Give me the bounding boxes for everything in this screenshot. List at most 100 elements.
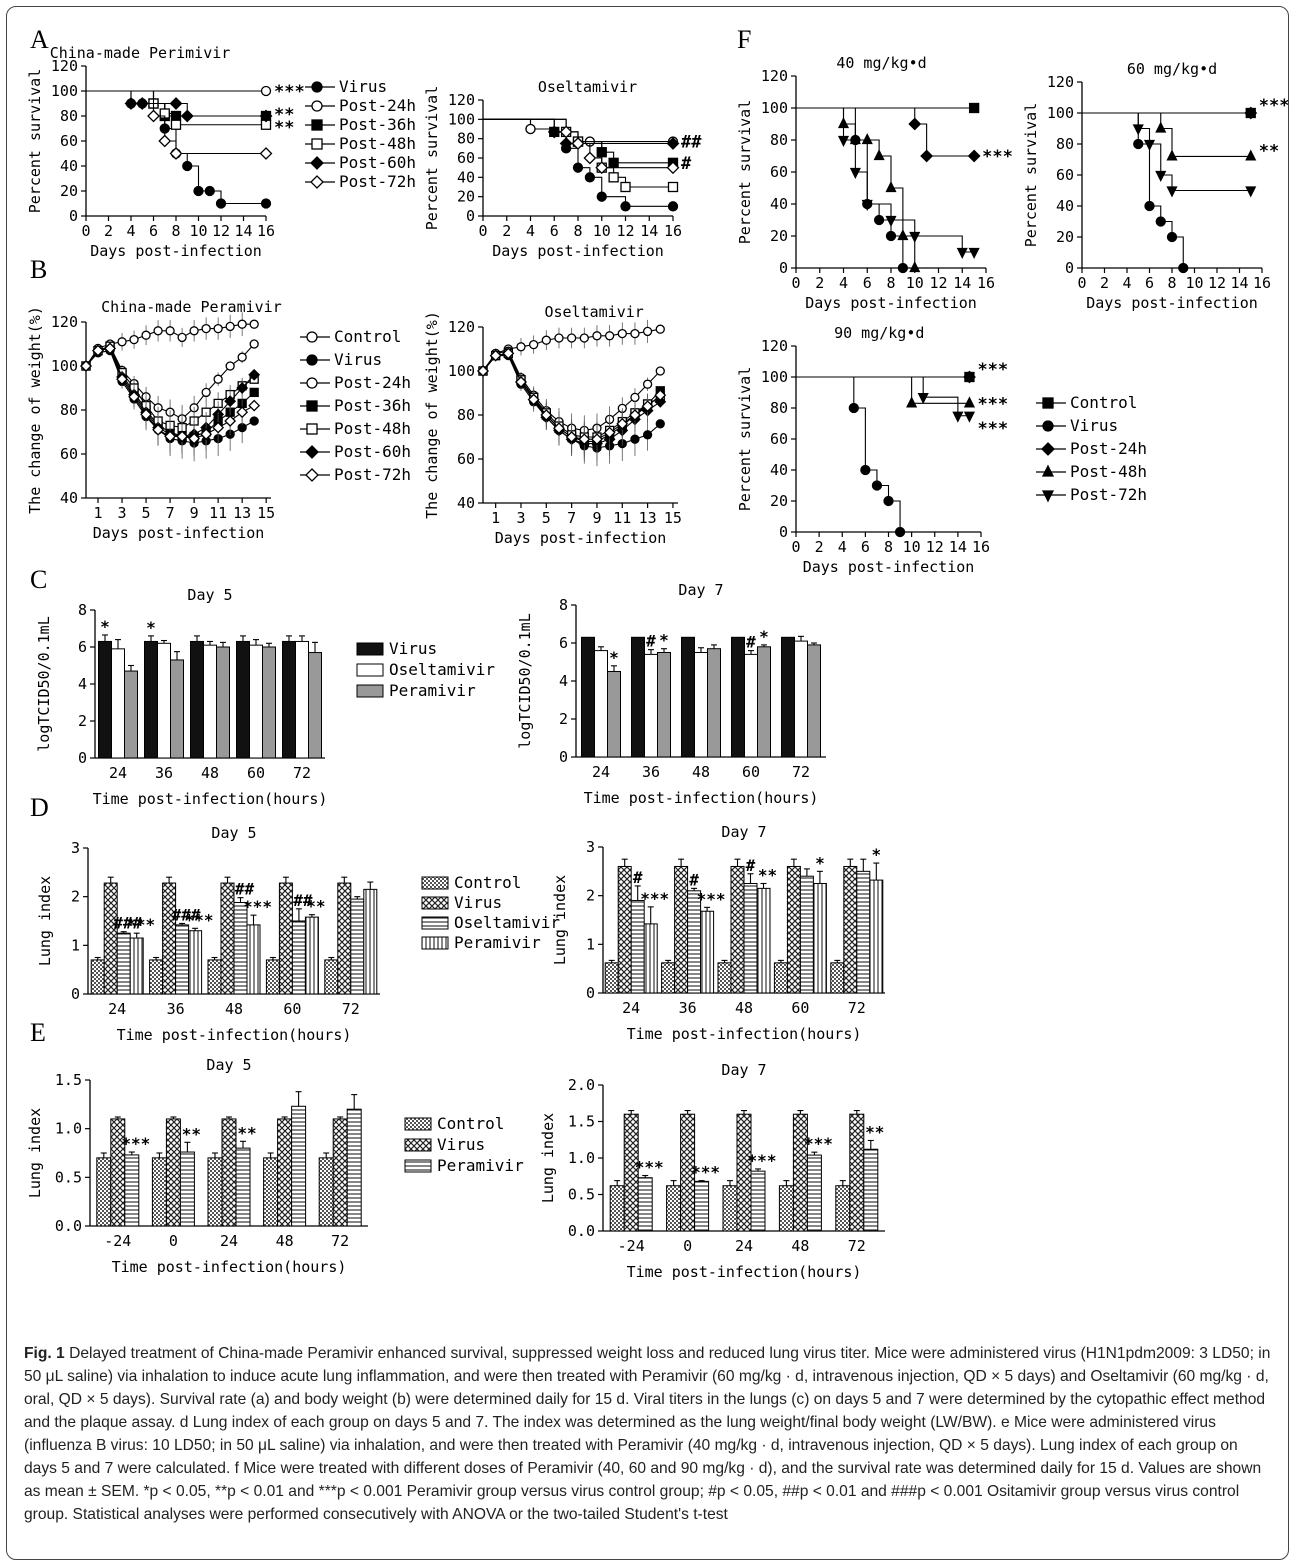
- circle-filled-marker: [655, 419, 665, 429]
- circle-open-marker: [642, 379, 653, 389]
- triangle-down-marker: [849, 167, 861, 179]
- bar: [235, 1147, 251, 1227]
- y-tick-label: 100: [761, 368, 788, 386]
- panel-letter: E: [30, 1018, 46, 1047]
- diamond-open-marker: [212, 421, 225, 434]
- y-tick-label: 0: [586, 984, 595, 1002]
- bar: [707, 648, 721, 758]
- y-axis-label: Lung index: [26, 1108, 44, 1198]
- bar: [203, 644, 217, 759]
- y-tick-label: 20: [1056, 228, 1074, 246]
- circle-filled-marker: [620, 201, 631, 212]
- x-tick-label: 2: [815, 274, 824, 292]
- y-axis-label: Percent survival: [26, 69, 44, 214]
- x-tick-label: 48: [276, 1232, 294, 1250]
- y-tick-label: 60: [1056, 166, 1074, 184]
- x-tick-label: 0: [169, 1232, 178, 1250]
- bar: [221, 1118, 237, 1227]
- significance-label: ***: [635, 1158, 664, 1177]
- circle-open-marker: [642, 326, 653, 337]
- triangle-down-marker: [1166, 186, 1178, 198]
- chart-title: China-made Perimivir: [50, 44, 231, 62]
- legend-label: Virus: [1070, 416, 1118, 435]
- bar: [743, 883, 758, 994]
- bar: [694, 652, 708, 758]
- bar: [165, 1118, 181, 1227]
- triangle-up-marker: [885, 181, 897, 193]
- y-tick-label: 6: [559, 634, 568, 652]
- y-tick-label: 4: [78, 675, 87, 693]
- x-tick-label: 16: [664, 222, 682, 240]
- diamond-open-marker: [169, 147, 183, 160]
- legend-label: Peramivir: [437, 1156, 524, 1175]
- significance-label: #: [746, 856, 756, 875]
- bar: [124, 1154, 140, 1227]
- bar: [332, 1118, 348, 1227]
- bar: [277, 1118, 293, 1227]
- diamond-filled-marker: [908, 117, 922, 131]
- diamond-filled-marker: [236, 382, 249, 394]
- legend-label: Peramivir: [389, 681, 476, 700]
- x-tick-label: 15: [257, 504, 275, 522]
- caption-text: Delayed treatment of China-made Peramivi…: [24, 1345, 1271, 1523]
- chart-D: 0 1 2 3 Day 5 Lung index Time post-infection(h…: [36, 824, 380, 1044]
- diamond-open-marker: [540, 409, 553, 421]
- y-tick-label: 100: [51, 82, 78, 100]
- diamond-open-marker: [477, 365, 489, 377]
- significance-label: ***: [126, 915, 155, 934]
- circle-open-marker: [516, 342, 526, 352]
- x-tick-label: 72: [848, 1237, 866, 1255]
- diamond-filled-marker: [124, 97, 138, 110]
- significance-label: ***: [977, 394, 1008, 414]
- y-tick-label: 100: [761, 99, 788, 117]
- significance-label: **: [306, 897, 325, 916]
- y-tick-label: 40: [60, 489, 78, 507]
- y-tick-label: 0: [559, 748, 568, 766]
- diamond-open-marker: [603, 426, 616, 439]
- y-axis-label: Percent survival: [736, 367, 754, 512]
- bar: [812, 883, 827, 994]
- circle-open-marker: [225, 321, 235, 332]
- legend-label: Virus: [389, 639, 437, 658]
- bar: [799, 875, 814, 994]
- circle-filled-marker: [215, 198, 227, 209]
- bar: [278, 882, 293, 995]
- circle-open-marker: [604, 331, 615, 341]
- bar: [149, 959, 164, 995]
- bar: [295, 640, 309, 759]
- bar: [644, 653, 658, 758]
- x-tick-label: 6: [550, 222, 559, 240]
- x-tick-label: 12: [1208, 274, 1226, 292]
- bar: [617, 865, 632, 994]
- panel-letter: F: [737, 25, 751, 54]
- y-tick-label: 8: [78, 601, 87, 619]
- x-tick-label: 2: [104, 222, 113, 240]
- bar: [643, 923, 658, 994]
- diamond-open-marker: [553, 422, 565, 435]
- diamond-filled-marker: [654, 395, 667, 408]
- diamond-filled-marker: [559, 137, 573, 150]
- x-tick-label: 10: [189, 222, 207, 240]
- circle-open-marker: [306, 331, 318, 343]
- triangle-up-marker: [873, 149, 885, 161]
- x-axis-label: Time post-infection(hours): [627, 1263, 862, 1281]
- legend-label: Post-36h: [334, 396, 411, 415]
- circle-filled-marker: [894, 526, 906, 538]
- y-tick-label: 0: [779, 523, 788, 541]
- x-tick-label: 16: [257, 222, 275, 240]
- bar: [129, 937, 144, 995]
- bar: [623, 1113, 639, 1232]
- y-tick-label: 0: [71, 985, 80, 1003]
- x-tick-label: 0: [791, 538, 800, 556]
- y-tick-label: 0.0: [55, 1217, 82, 1235]
- bar: [722, 1185, 738, 1232]
- x-tick-label: 8: [886, 274, 895, 292]
- y-tick-label: 40: [1056, 197, 1074, 215]
- circle-filled-marker: [873, 214, 885, 226]
- chart-title: 60 mg/kg•d: [1127, 60, 1217, 78]
- legend-label: Control: [1070, 393, 1137, 412]
- y-tick-label: 3: [586, 838, 595, 856]
- bar: [637, 1177, 653, 1232]
- diamond-open-marker: [654, 389, 667, 402]
